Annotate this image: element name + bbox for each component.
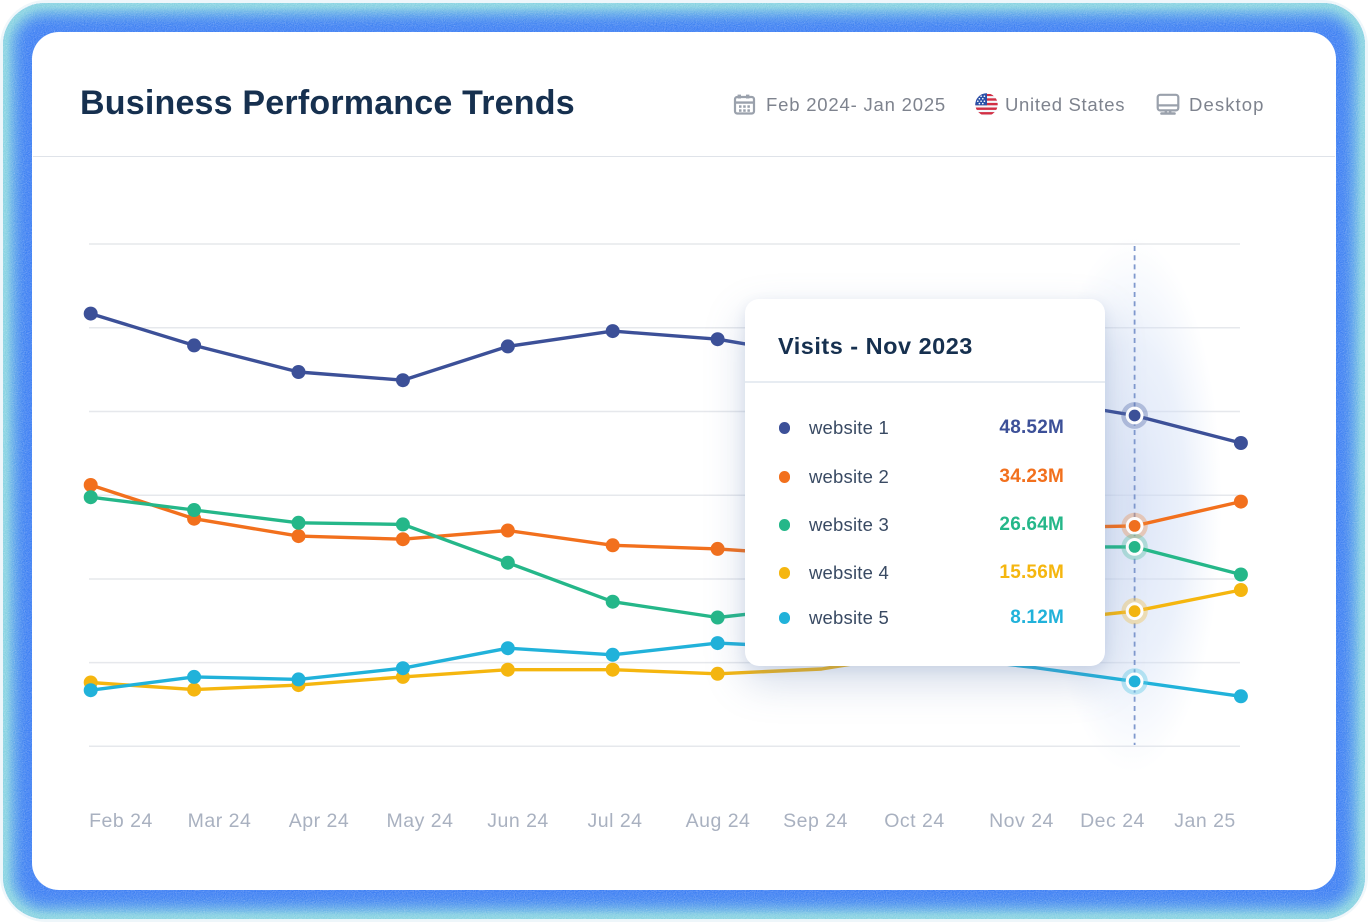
svg-text:Feb 24: Feb 24 [89, 810, 153, 832]
svg-text:May 24: May 24 [387, 810, 454, 832]
svg-text:Jun 24: Jun 24 [487, 810, 549, 832]
svg-text:Apr 24: Apr 24 [289, 810, 349, 832]
svg-text:Jul 24: Jul 24 [587, 810, 642, 832]
svg-text:Nov 24: Nov 24 [989, 810, 1054, 832]
svg-text:Dec 24: Dec 24 [1080, 810, 1145, 832]
svg-text:Jan 25: Jan 25 [1174, 810, 1236, 832]
svg-text:Aug 24: Aug 24 [686, 810, 751, 832]
svg-text:Sep 24: Sep 24 [783, 810, 848, 832]
svg-text:Oct 24: Oct 24 [884, 810, 944, 832]
svg-text:Mar 24: Mar 24 [188, 810, 252, 832]
